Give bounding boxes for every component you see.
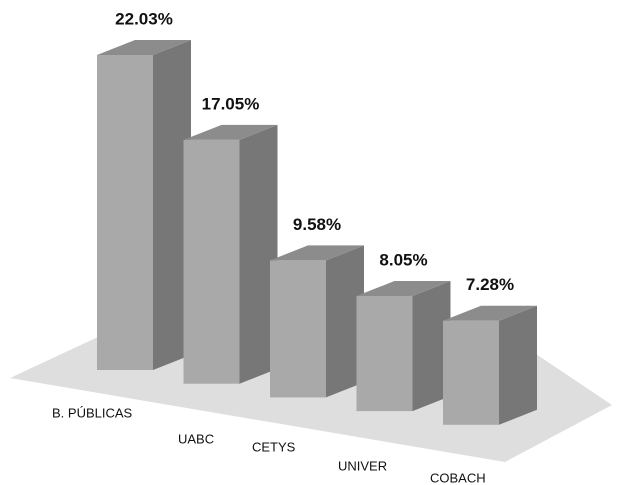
bar-side xyxy=(153,40,191,370)
bar-top xyxy=(356,280,451,296)
bar xyxy=(183,139,240,384)
x-tick-label: B. PÚBLICAS xyxy=(52,405,133,420)
bar-side xyxy=(499,305,537,425)
value-label: 17.05% xyxy=(202,94,260,113)
value-label: 7.28% xyxy=(466,275,514,294)
x-tick-label: CETYS xyxy=(252,439,296,454)
bar xyxy=(443,320,499,425)
bar xyxy=(97,55,153,370)
bar-side xyxy=(412,280,451,412)
bar-top xyxy=(97,40,191,55)
value-label: 22.03% xyxy=(115,9,173,28)
bar xyxy=(356,295,413,412)
bar-top xyxy=(270,245,364,261)
value-label: 9.58% xyxy=(293,215,341,234)
bar xyxy=(270,260,326,398)
value-label: 8.05% xyxy=(379,250,427,269)
x-tick-label: COBACH xyxy=(430,470,486,485)
bar-top xyxy=(443,305,537,321)
x-tick-label: UABC xyxy=(178,431,214,446)
bar-top xyxy=(183,124,278,140)
bar-side xyxy=(326,245,364,398)
bar-side xyxy=(239,124,278,384)
x-tick-label: UNIVER xyxy=(338,458,387,473)
